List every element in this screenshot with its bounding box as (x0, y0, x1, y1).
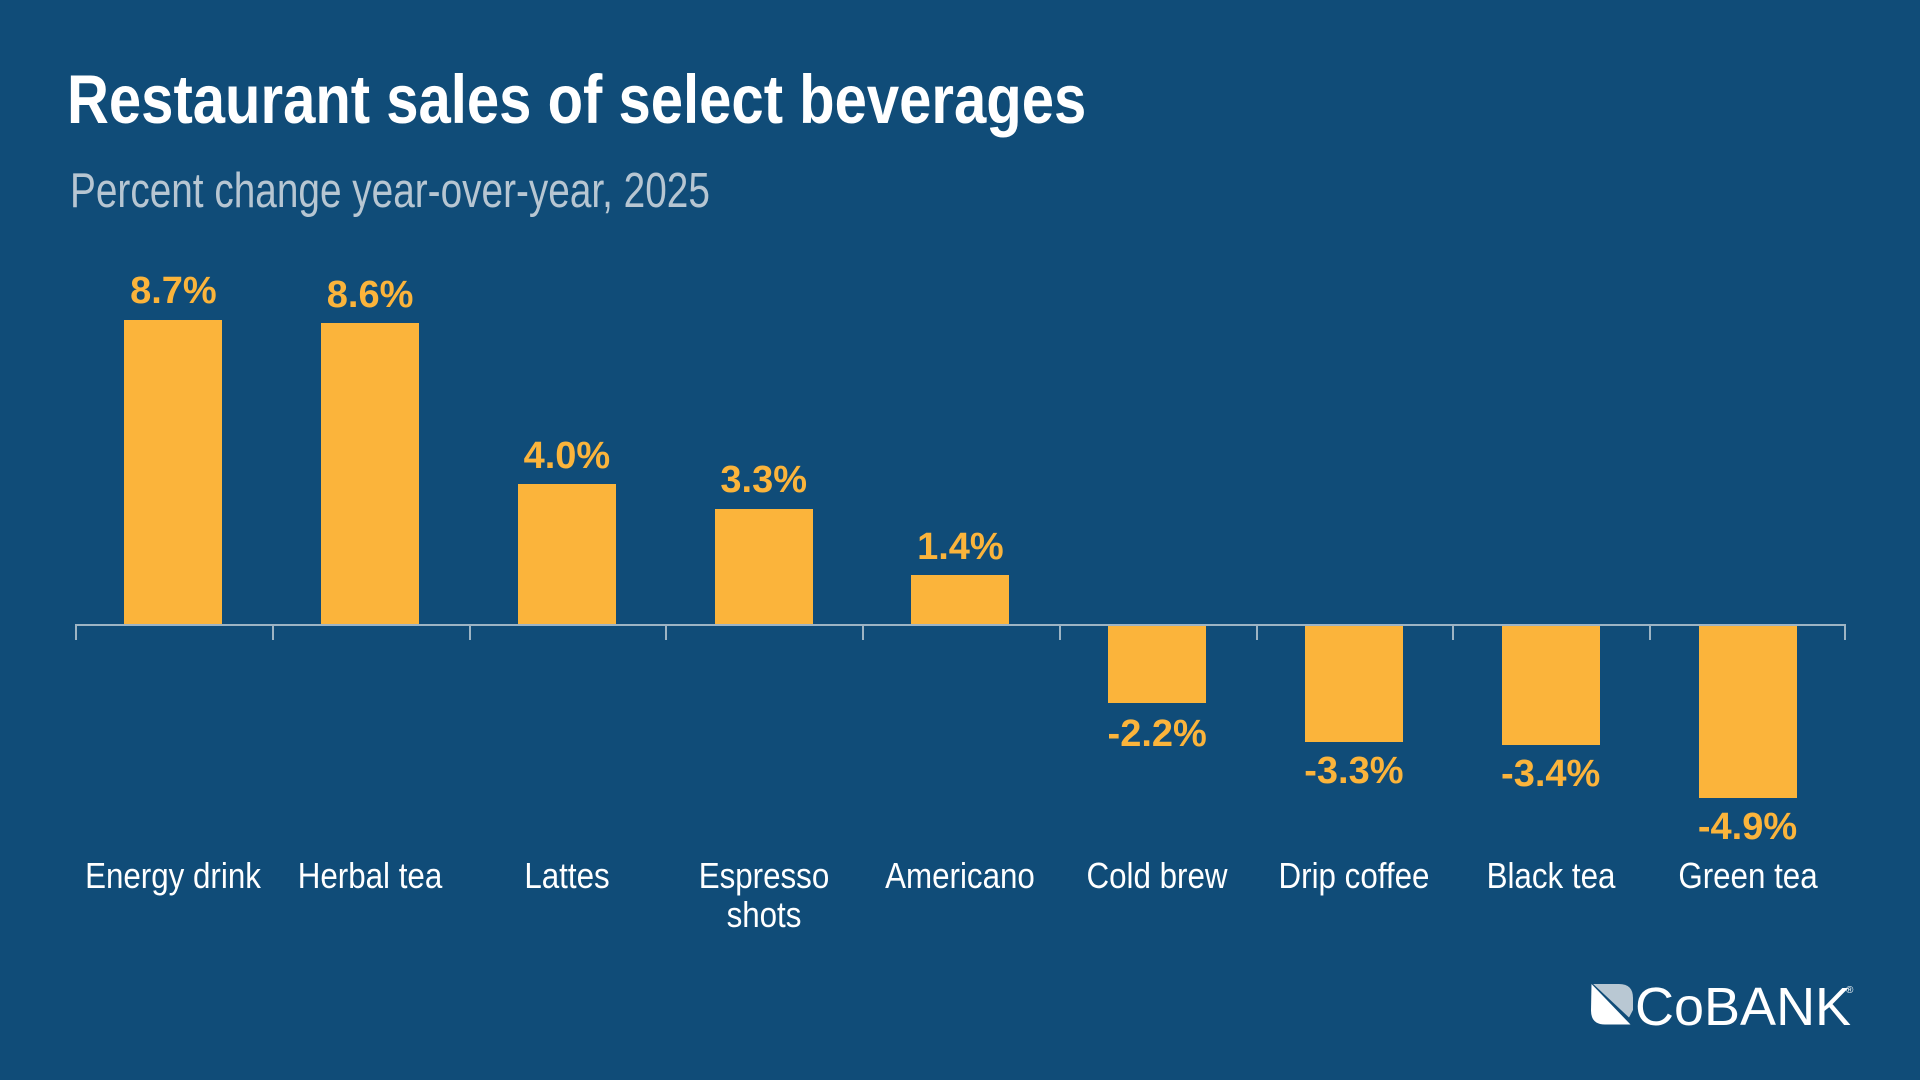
svg-text:CoBANK: CoBANK (1635, 983, 1851, 1033)
svg-text:®: ® (1846, 985, 1854, 996)
